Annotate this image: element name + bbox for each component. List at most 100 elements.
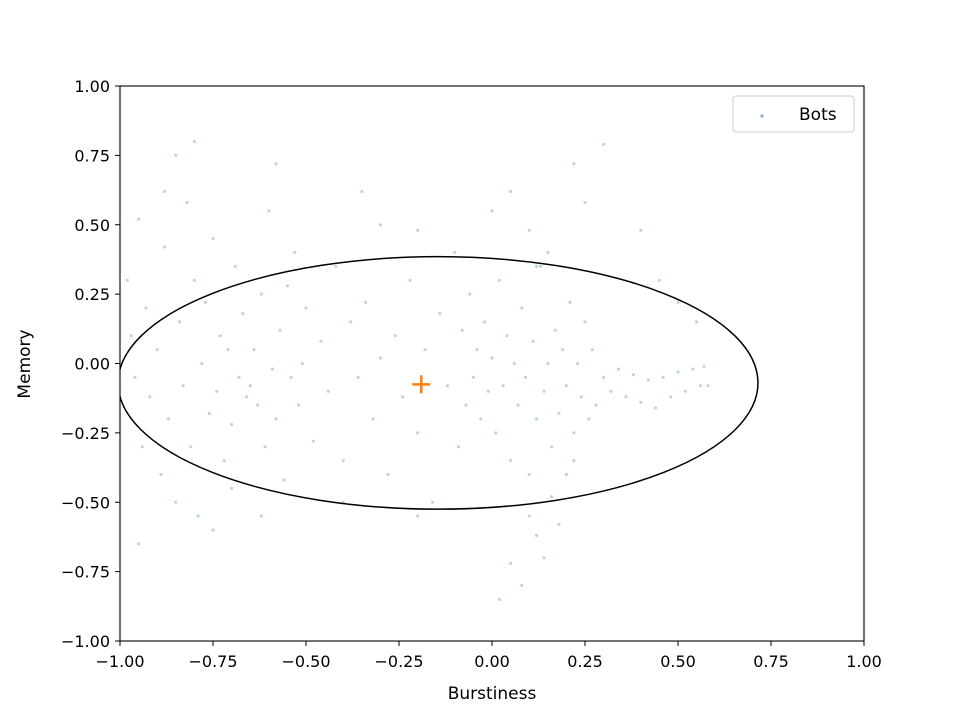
data-point — [654, 406, 658, 410]
data-point — [356, 375, 360, 379]
data-point — [509, 189, 513, 193]
data-point — [486, 389, 490, 393]
data-point — [616, 367, 621, 371]
data-point — [535, 264, 539, 268]
data-point — [557, 522, 561, 527]
data-point — [572, 459, 576, 463]
data-point — [535, 417, 539, 421]
data-point — [631, 373, 636, 377]
legend-box — [732, 95, 855, 133]
data-point — [445, 384, 449, 388]
data-point — [497, 278, 501, 282]
data-point — [334, 264, 338, 268]
data-point — [241, 312, 245, 316]
data-point — [177, 320, 182, 324]
data-point — [207, 411, 211, 415]
data-point — [378, 223, 382, 227]
data-point — [572, 162, 576, 166]
data-point — [192, 278, 196, 282]
data-point — [270, 367, 275, 371]
data-point — [706, 384, 710, 388]
data-point — [256, 403, 260, 407]
data-point — [248, 384, 252, 388]
data-point — [166, 417, 170, 421]
centroid-marker — [412, 375, 431, 394]
y-tick-label: 0.25 — [74, 285, 110, 304]
data-point — [579, 395, 583, 399]
data-point — [282, 478, 286, 482]
x-tick-label: −1.00 — [95, 652, 144, 671]
legend: Bots — [732, 95, 855, 133]
data-point — [408, 278, 412, 282]
data-point — [278, 328, 282, 332]
data-point — [189, 445, 193, 449]
data-point — [691, 367, 695, 371]
data-point — [155, 348, 159, 352]
data-point — [174, 153, 178, 157]
data-point — [289, 375, 293, 379]
data-point — [583, 320, 587, 324]
x-tick-label: −0.50 — [281, 652, 330, 671]
data-point — [639, 400, 643, 404]
y-tick-label: 0.75 — [74, 146, 110, 165]
y-tick-label: 0.00 — [74, 355, 110, 374]
data-point — [341, 459, 345, 463]
data-point — [509, 459, 513, 463]
data-point — [512, 361, 516, 366]
data-point — [297, 403, 301, 407]
data-point — [535, 533, 539, 538]
x-tick-label: 0.50 — [660, 652, 696, 671]
data-point — [129, 334, 133, 338]
data-point — [602, 142, 606, 146]
data-point — [259, 514, 263, 518]
data-point — [456, 445, 461, 449]
data-point — [211, 528, 215, 532]
x-axis-label: Burstiness — [448, 684, 537, 704]
data-point — [259, 292, 263, 296]
data-point — [252, 348, 256, 352]
data-point — [527, 228, 531, 232]
data-point — [609, 389, 613, 393]
data-point — [546, 361, 550, 366]
y-tick-label: −0.50 — [61, 493, 110, 512]
data-point — [133, 375, 137, 379]
data-point — [237, 375, 241, 379]
data-point — [244, 395, 249, 399]
data-point — [557, 411, 561, 415]
data-point — [192, 139, 196, 144]
data-point — [490, 209, 494, 213]
data-point — [300, 361, 304, 366]
overlay — [120, 255, 759, 510]
data-point — [464, 403, 468, 407]
data-point — [196, 514, 200, 518]
data-point — [263, 445, 267, 449]
data-point — [204, 300, 208, 304]
data-point — [211, 237, 215, 241]
data-point — [471, 375, 475, 379]
data-point — [490, 356, 494, 360]
data-point — [564, 472, 569, 477]
data-point — [438, 312, 442, 316]
y-axis-label: Memory — [15, 329, 35, 398]
data-point — [549, 445, 554, 449]
data-point — [505, 334, 509, 338]
data-point — [479, 417, 483, 421]
data-point — [553, 328, 557, 332]
data-point — [527, 472, 531, 477]
data-point — [468, 292, 472, 296]
data-point — [501, 384, 505, 388]
data-point — [542, 389, 546, 393]
data-point — [125, 278, 129, 282]
data-point — [137, 542, 141, 546]
data-point — [230, 422, 234, 427]
data-point — [669, 395, 673, 399]
x-tick-label: 0.25 — [567, 652, 603, 671]
data-point — [639, 228, 643, 232]
scatter-points — [125, 139, 710, 602]
data-point — [293, 250, 297, 255]
data-point — [546, 250, 550, 255]
data-point — [520, 583, 524, 588]
x-tick-label: 1.00 — [846, 652, 882, 671]
y-tick-label: −0.25 — [61, 424, 110, 443]
